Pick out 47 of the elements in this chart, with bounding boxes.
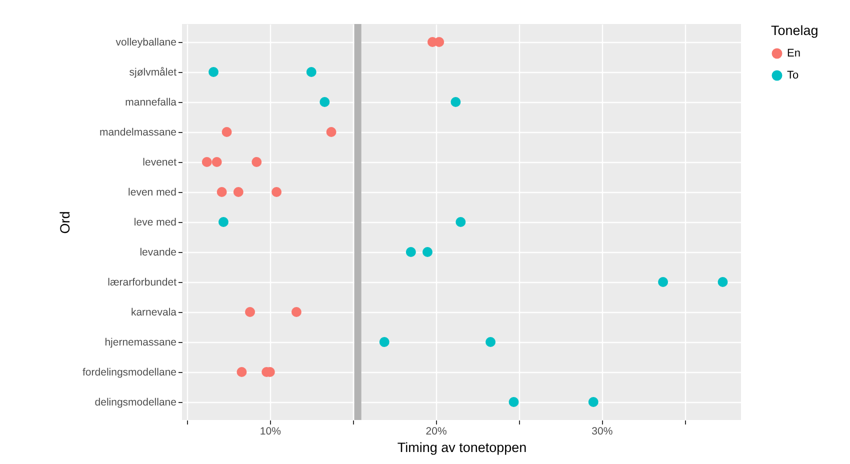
point — [508, 397, 519, 407]
y-tick-label: leven med — [128, 186, 177, 198]
point — [291, 307, 302, 317]
legend-label: En — [787, 48, 800, 60]
point — [326, 127, 336, 137]
point — [252, 157, 262, 167]
x-tick-label: 30% — [592, 426, 613, 438]
point — [202, 157, 212, 167]
legend-title: Tonelag — [771, 23, 818, 38]
y-tick-label: mannefalla — [125, 96, 177, 108]
point — [718, 277, 728, 287]
point — [658, 277, 668, 287]
point — [450, 97, 461, 107]
point — [379, 337, 390, 347]
y-tick-label: hjernemassane — [104, 336, 177, 348]
point — [406, 247, 416, 257]
point — [588, 397, 598, 407]
x-tick-label: 10% — [260, 426, 281, 438]
point — [245, 307, 256, 317]
point — [216, 187, 227, 197]
y-tick-label: volleyballane — [116, 36, 177, 48]
y-tick-label: delingsmodellane — [94, 396, 177, 408]
point — [208, 67, 219, 77]
point — [272, 187, 282, 197]
point — [320, 97, 330, 107]
point — [434, 37, 444, 47]
y-tick-label: leve med — [134, 216, 177, 228]
y-tick-label: lærarforbundet — [108, 276, 177, 288]
y-tick-label: karnevala — [130, 306, 177, 318]
x-tick-label: 20% — [426, 426, 447, 438]
point — [218, 217, 228, 227]
point — [456, 217, 466, 227]
point — [422, 247, 432, 257]
point — [306, 67, 316, 77]
point — [486, 337, 496, 347]
y-tick-label: levande — [140, 246, 177, 258]
x-axis-title: Timing av tonetoppen — [397, 440, 527, 455]
point — [233, 187, 244, 197]
y-tick-label: fordelingsmodellane — [82, 366, 177, 378]
point — [212, 157, 222, 167]
point — [236, 367, 247, 377]
y-tick-label: levenet — [142, 156, 177, 168]
legend-label: To — [787, 70, 799, 82]
point — [222, 127, 232, 137]
y-axis-title: Ord — [58, 211, 73, 234]
y-tick-label: mandelmassane — [99, 126, 177, 138]
y-tick-label: sjølvmålet — [129, 66, 177, 78]
